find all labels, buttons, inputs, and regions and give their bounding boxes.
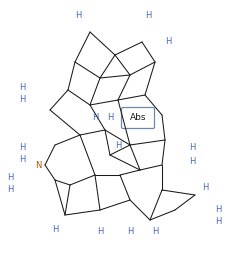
Text: H: H: [19, 155, 25, 164]
Text: H: H: [215, 206, 221, 214]
Text: Abs: Abs: [130, 113, 146, 123]
Text: H: H: [75, 10, 81, 19]
Text: H: H: [19, 96, 25, 104]
Text: H: H: [52, 226, 58, 234]
Text: H: H: [189, 143, 195, 152]
Text: H: H: [7, 174, 13, 183]
Text: H: H: [152, 227, 158, 237]
Text: H: H: [107, 113, 113, 123]
Text: H: H: [127, 227, 133, 237]
Text: H: H: [145, 10, 151, 19]
Text: H: H: [97, 227, 103, 237]
Text: H: H: [215, 218, 221, 226]
Text: H: H: [115, 140, 121, 150]
Text: H: H: [165, 37, 171, 46]
Text: H: H: [19, 143, 25, 152]
Text: N: N: [35, 160, 41, 170]
Text: H: H: [7, 186, 13, 194]
Text: H: H: [19, 84, 25, 92]
Text: H: H: [189, 158, 195, 167]
Text: H: H: [92, 113, 98, 123]
Text: H: H: [202, 183, 208, 193]
